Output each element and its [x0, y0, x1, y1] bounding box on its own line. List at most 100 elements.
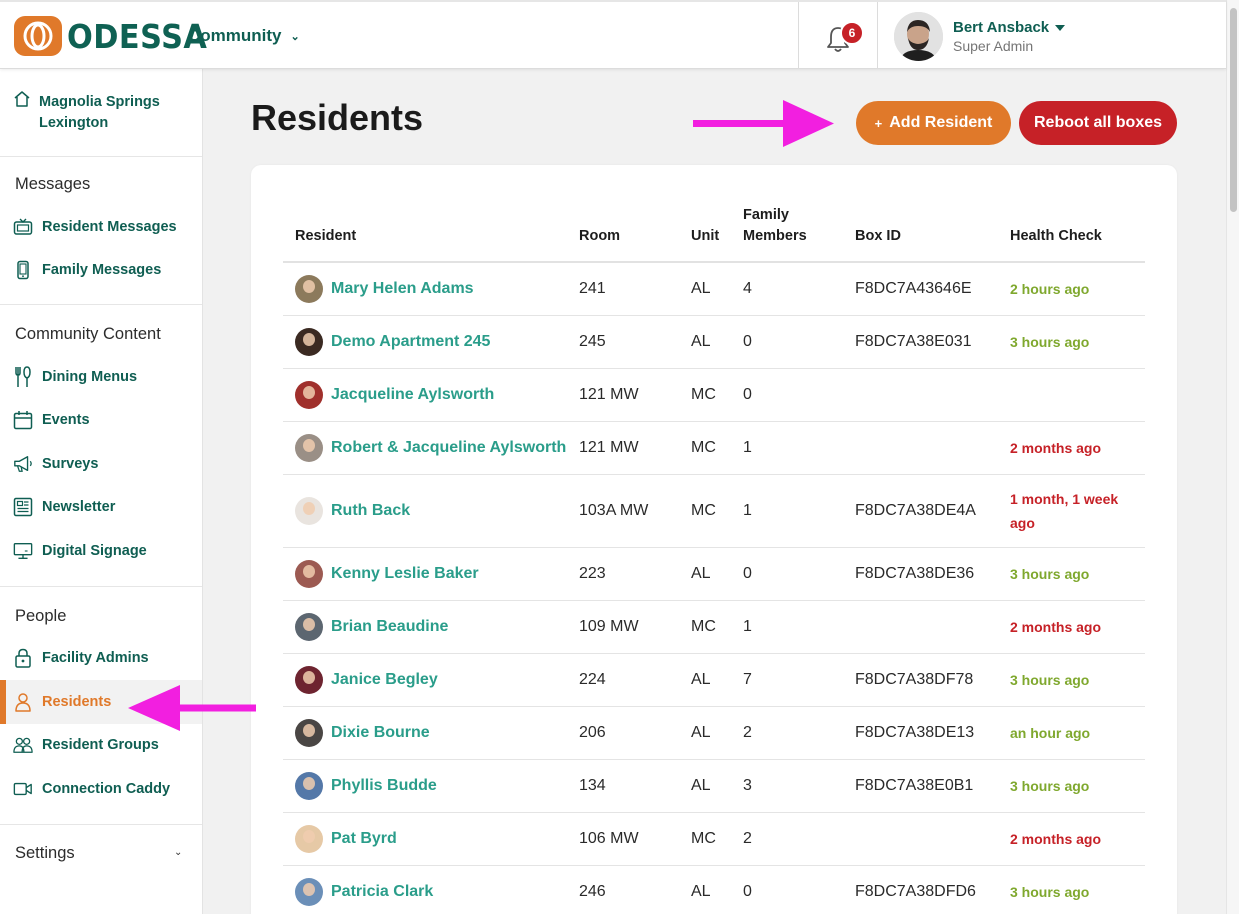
sidebar-item-resident-messages[interactable]: Resident Messages	[0, 205, 202, 249]
resident-link[interactable]: Kenny Leslie Baker	[295, 559, 579, 588]
avatar	[295, 771, 323, 800]
resident-link[interactable]: Demo Apartment 245	[295, 327, 579, 356]
resident-cell: Robert & Jacqueline Aylsworth	[283, 421, 579, 475]
resident-link[interactable]: Robert & Jacqueline Aylsworth	[295, 433, 579, 462]
sidebar-item-surveys[interactable]: Surveys	[0, 442, 202, 486]
column-header-box-id[interactable]: Box ID	[855, 205, 1010, 263]
utensils-icon	[13, 365, 33, 387]
resident-name[interactable]: Ruth Back	[331, 501, 411, 519]
table-row[interactable]: Pat Byrd 106 MW MC 2 2 months ago	[283, 812, 1145, 866]
resident-link[interactable]: Mary Helen Adams	[295, 274, 579, 303]
scrollbar-thumb[interactable]	[1230, 8, 1237, 212]
table-row[interactable]: Dixie Bourne 206 AL 2 F8DC7A38DE13 an hour ag…	[283, 706, 1145, 760]
table-row[interactable]: Phyllis Budde 134 AL 3 F8DC7A38E0B1 3 hours a…	[283, 759, 1145, 813]
table-row[interactable]: Ruth Back 103A MW MC 1 F8DC7A38DE4A 1 month, …	[283, 474, 1145, 548]
table-row[interactable]: Patricia Clark 246 AL 0 F8DC7A38DFD6 3 hours …	[283, 865, 1145, 914]
resident-name[interactable]: Dixie Bourne	[331, 723, 430, 741]
sidebar-item-digital-signage[interactable]: Digital Signage	[0, 529, 202, 573]
table-row[interactable]: Brian Beaudine 109 MW MC 1 2 months ago	[283, 600, 1145, 654]
header-divider	[798, 2, 799, 69]
community-dropdown[interactable]: Community ⌄	[188, 26, 300, 46]
column-header-room[interactable]: Room	[579, 205, 691, 263]
add-resident-button[interactable]: + Add Resident	[856, 101, 1011, 145]
phone-icon	[13, 260, 33, 280]
box-id-cell: F8DC7A38DE13	[855, 706, 1010, 760]
reboot-all-boxes-button[interactable]: Reboot all boxes	[1019, 101, 1177, 145]
sidebar-item-family-messages[interactable]: Family Messages	[0, 249, 202, 293]
resident-link[interactable]: Ruth Back	[295, 496, 579, 525]
caret-down-icon	[1055, 24, 1066, 31]
resident-link[interactable]: Brian Beaudine	[295, 612, 579, 641]
sidebar-section-messages: Messages Resident Messages Family Messag…	[0, 157, 202, 305]
sidebar-item-connection-caddy[interactable]: Connection Caddy	[0, 767, 202, 811]
health-check-cell: an hour ago	[1010, 706, 1145, 760]
sidebar-item-label: Family Messages	[42, 262, 162, 279]
table-row[interactable]: Mary Helen Adams 241 AL 4 F8DC7A43646E 2 hour…	[283, 262, 1145, 316]
column-header-health-check[interactable]: Health Check	[1010, 205, 1145, 263]
resident-name[interactable]: Patricia Clark	[331, 882, 434, 900]
residents-table-body: Mary Helen Adams 241 AL 4 F8DC7A43646E 2 hour…	[283, 262, 1145, 914]
table-row[interactable]: Robert & Jacqueline Aylsworth 121 MW MC 1 2 …	[283, 421, 1145, 475]
table-row[interactable]: Janice Begley 224 AL 7 F8DC7A38DF78 3 hours a…	[283, 653, 1145, 707]
box-id-cell	[855, 600, 1010, 654]
resident-name[interactable]: Mary Helen Adams	[331, 279, 474, 297]
box-id-cell: F8DC7A43646E	[855, 262, 1010, 316]
column-header-family-members[interactable]: Family Members	[743, 205, 855, 263]
family-members-cell: 1	[743, 474, 855, 548]
unit-cell: AL	[691, 547, 743, 601]
family-members-cell: 1	[743, 421, 855, 475]
avatar	[295, 380, 323, 409]
sidebar-item-events[interactable]: Events	[0, 399, 202, 443]
resident-name[interactable]: Robert & Jacqueline Aylsworth	[331, 438, 567, 456]
resident-cell: Pat Byrd	[283, 812, 579, 866]
resident-link[interactable]: Patricia Clark	[295, 877, 579, 906]
resident-name[interactable]: Brian Beaudine	[331, 617, 449, 635]
column-header-unit[interactable]: Unit	[691, 205, 743, 263]
resident-cell: Kenny Leslie Baker	[283, 547, 579, 601]
page-title: Residents	[251, 97, 424, 138]
resident-link[interactable]: Pat Byrd	[295, 824, 579, 853]
resident-name[interactable]: Jacqueline Aylsworth	[331, 385, 495, 403]
avatar	[295, 665, 323, 694]
health-check-cell: 2 months ago	[1010, 812, 1145, 866]
resident-name[interactable]: Janice Begley	[331, 670, 438, 688]
unit-cell: AL	[691, 262, 743, 316]
user-menu[interactable]: Bert Ansback Super Admin	[894, 12, 1066, 61]
health-check-status: 3 hours ago	[1010, 565, 1090, 582]
table-row[interactable]: Demo Apartment 245 245 AL 0 F8DC7A38E031 3 ho…	[283, 315, 1145, 369]
top-header: ODESSA Community ⌄ 6 Bert Ansback Super …	[0, 0, 1226, 69]
sidebar: Magnolia Springs Lexington Messages Resi…	[0, 69, 203, 914]
lock-icon	[13, 648, 33, 668]
unit-cell: MC	[691, 421, 743, 475]
sidebar-item-dining-menus[interactable]: Dining Menus	[0, 355, 202, 399]
resident-link[interactable]: Janice Begley	[295, 665, 579, 694]
table-row[interactable]: Jacqueline Aylsworth 121 MW MC 0	[283, 368, 1145, 422]
facility-selector[interactable]: Magnolia Springs Lexington	[0, 69, 202, 157]
sidebar-item-label: Resident Groups	[42, 737, 159, 754]
family-members-cell: 0	[743, 315, 855, 369]
odessa-logo[interactable]: ODESSA	[14, 16, 220, 56]
health-check-status: 2 hours ago	[1010, 280, 1090, 297]
resident-cell: Mary Helen Adams	[283, 262, 579, 316]
resident-link[interactable]: Phyllis Budde	[295, 771, 579, 800]
resident-name[interactable]: Phyllis Budde	[331, 776, 437, 794]
video-camera-icon	[13, 779, 33, 799]
user-avatar	[894, 12, 943, 61]
resident-link[interactable]: Jacqueline Aylsworth	[295, 380, 579, 409]
resident-name[interactable]: Demo Apartment 245	[331, 332, 491, 350]
box-id-cell: F8DC7A38DE4A	[855, 474, 1010, 548]
resident-link[interactable]: Dixie Bourne	[295, 718, 579, 747]
column-header-resident[interactable]: Resident	[283, 205, 579, 263]
page-scrollbar[interactable]	[1226, 0, 1239, 914]
resident-name[interactable]: Pat Byrd	[331, 829, 397, 847]
group-icon	[13, 735, 33, 755]
table-row[interactable]: Kenny Leslie Baker 223 AL 0 F8DC7A38DE36 3 ho…	[283, 547, 1145, 601]
resident-cell: Dixie Bourne	[283, 706, 579, 760]
unit-cell: AL	[691, 759, 743, 813]
avatar	[295, 496, 323, 525]
sidebar-item-facility-admins[interactable]: Facility Admins	[0, 637, 202, 681]
sidebar-item-newsletter[interactable]: Newsletter	[0, 486, 202, 530]
sidebar-item-resident-groups[interactable]: Resident Groups	[0, 724, 202, 768]
resident-name[interactable]: Kenny Leslie Baker	[331, 564, 479, 582]
sidebar-item-settings[interactable]: Settings ⌄	[0, 825, 202, 883]
